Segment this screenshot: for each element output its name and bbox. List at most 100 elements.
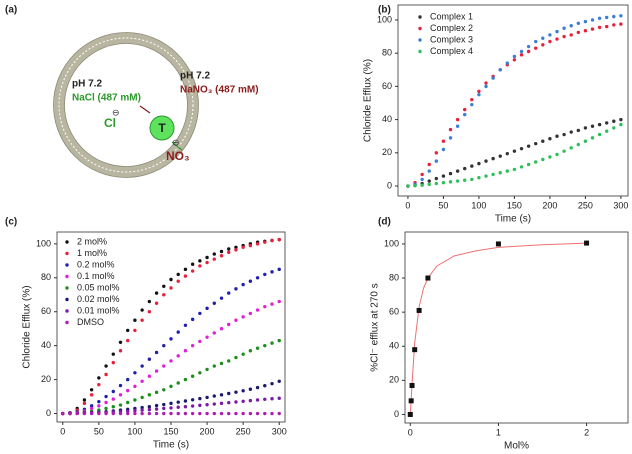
legend-label: Complex 1 <box>430 11 473 21</box>
point <box>219 254 224 258</box>
point <box>140 411 144 416</box>
point <box>212 394 216 398</box>
point <box>427 169 431 173</box>
point <box>455 179 460 183</box>
point <box>590 27 595 31</box>
point <box>255 276 260 280</box>
point <box>234 318 238 322</box>
legend-label: Complex 3 <box>430 34 473 44</box>
point <box>427 182 431 187</box>
point <box>619 117 623 122</box>
point <box>241 411 245 416</box>
legend-marker <box>65 240 69 244</box>
y-axis-title: %Cl⁻ efflux at 270 s <box>370 283 381 371</box>
point <box>118 411 123 416</box>
chloride: Cl <box>104 116 116 130</box>
point <box>576 30 581 35</box>
point <box>277 411 281 416</box>
point <box>569 130 573 134</box>
point <box>477 89 481 94</box>
point <box>448 136 453 140</box>
point <box>512 167 517 172</box>
point <box>133 398 137 402</box>
point <box>183 274 188 278</box>
point <box>154 411 159 416</box>
y-axis-title: Chloride Efflux (%) <box>22 285 33 368</box>
point <box>118 403 123 407</box>
point <box>190 374 195 378</box>
x-tick-label: 150 <box>507 200 522 210</box>
charge: ⊖ <box>112 107 120 117</box>
y-tick-label: 60 <box>382 81 392 91</box>
point <box>255 242 260 246</box>
legend-marker <box>65 286 69 290</box>
point <box>455 124 460 128</box>
point <box>61 411 65 416</box>
point <box>205 367 209 372</box>
point <box>463 107 467 112</box>
point <box>126 400 130 405</box>
point <box>154 301 159 305</box>
point <box>434 159 439 163</box>
point <box>234 355 238 360</box>
point <box>463 166 467 171</box>
point <box>118 393 123 397</box>
y-tick-label: 80 <box>41 272 51 282</box>
y-axis-title: Chloride Efflux (%) <box>363 59 374 142</box>
point <box>89 393 94 397</box>
point <box>219 249 224 254</box>
point <box>406 184 410 188</box>
plot-frame <box>397 4 629 197</box>
point <box>190 262 195 266</box>
point <box>111 389 115 394</box>
y-tick-label: 20 <box>382 147 392 157</box>
point <box>190 269 195 273</box>
point <box>569 33 573 37</box>
point <box>176 405 180 409</box>
point <box>234 390 238 394</box>
point <box>198 411 202 416</box>
point <box>420 177 424 182</box>
point <box>408 398 414 404</box>
point <box>176 411 180 416</box>
point <box>441 139 446 143</box>
point <box>569 146 573 150</box>
x-tick-label: 1 <box>496 427 501 437</box>
point <box>477 176 481 180</box>
point <box>111 360 115 365</box>
point <box>241 245 245 249</box>
point <box>491 172 495 177</box>
legend-label: 0.1 mol% <box>77 271 115 281</box>
y-tick-label: 40 <box>382 114 392 124</box>
point <box>590 136 595 140</box>
chart: (b) 0 50 100 150 200 250 300 0 20 40 60 80 100 Time (s… <box>363 4 629 225</box>
point <box>205 255 209 260</box>
y-tick-label: 40 <box>389 341 399 351</box>
x-tick-label: 50 <box>438 200 448 210</box>
point <box>176 330 180 334</box>
point <box>219 361 224 366</box>
point <box>255 411 260 416</box>
point <box>590 18 595 22</box>
point <box>205 395 209 400</box>
point <box>205 260 209 265</box>
point <box>470 164 474 168</box>
point <box>169 406 173 410</box>
point <box>219 296 224 300</box>
point <box>263 240 267 244</box>
transporter-label: T <box>158 121 166 135</box>
point <box>147 407 152 412</box>
x-tick-label: 200 <box>542 200 557 210</box>
point <box>427 179 431 183</box>
x-tick-label: 0 <box>405 200 410 210</box>
point <box>263 411 267 416</box>
x-tick-label: 250 <box>236 426 251 436</box>
point <box>147 393 152 397</box>
point <box>75 411 79 416</box>
point <box>569 24 573 28</box>
point <box>176 400 180 404</box>
point <box>612 14 616 19</box>
point <box>597 122 602 127</box>
x-tick-label: 100 <box>471 200 486 210</box>
point <box>111 397 115 401</box>
